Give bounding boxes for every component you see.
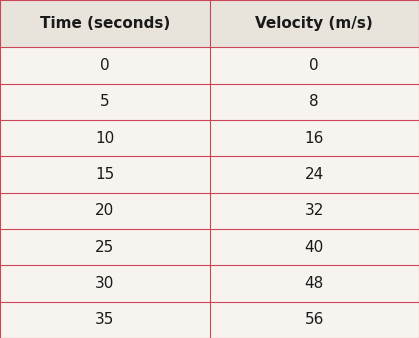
Text: Time (seconds): Time (seconds) bbox=[40, 16, 170, 31]
Text: 10: 10 bbox=[95, 130, 114, 146]
Text: 0: 0 bbox=[310, 58, 319, 73]
Text: 32: 32 bbox=[305, 203, 324, 218]
Text: 56: 56 bbox=[305, 312, 324, 327]
Text: 30: 30 bbox=[95, 276, 114, 291]
Text: 0: 0 bbox=[100, 58, 109, 73]
Text: 8: 8 bbox=[310, 94, 319, 109]
Text: 20: 20 bbox=[95, 203, 114, 218]
Text: 16: 16 bbox=[305, 130, 324, 146]
Text: 24: 24 bbox=[305, 167, 324, 182]
Text: 40: 40 bbox=[305, 240, 324, 255]
Text: 15: 15 bbox=[95, 167, 114, 182]
Text: 48: 48 bbox=[305, 276, 324, 291]
Text: 35: 35 bbox=[95, 312, 114, 327]
Text: 25: 25 bbox=[95, 240, 114, 255]
Text: 5: 5 bbox=[100, 94, 109, 109]
Text: Velocity (m/s): Velocity (m/s) bbox=[255, 16, 373, 31]
